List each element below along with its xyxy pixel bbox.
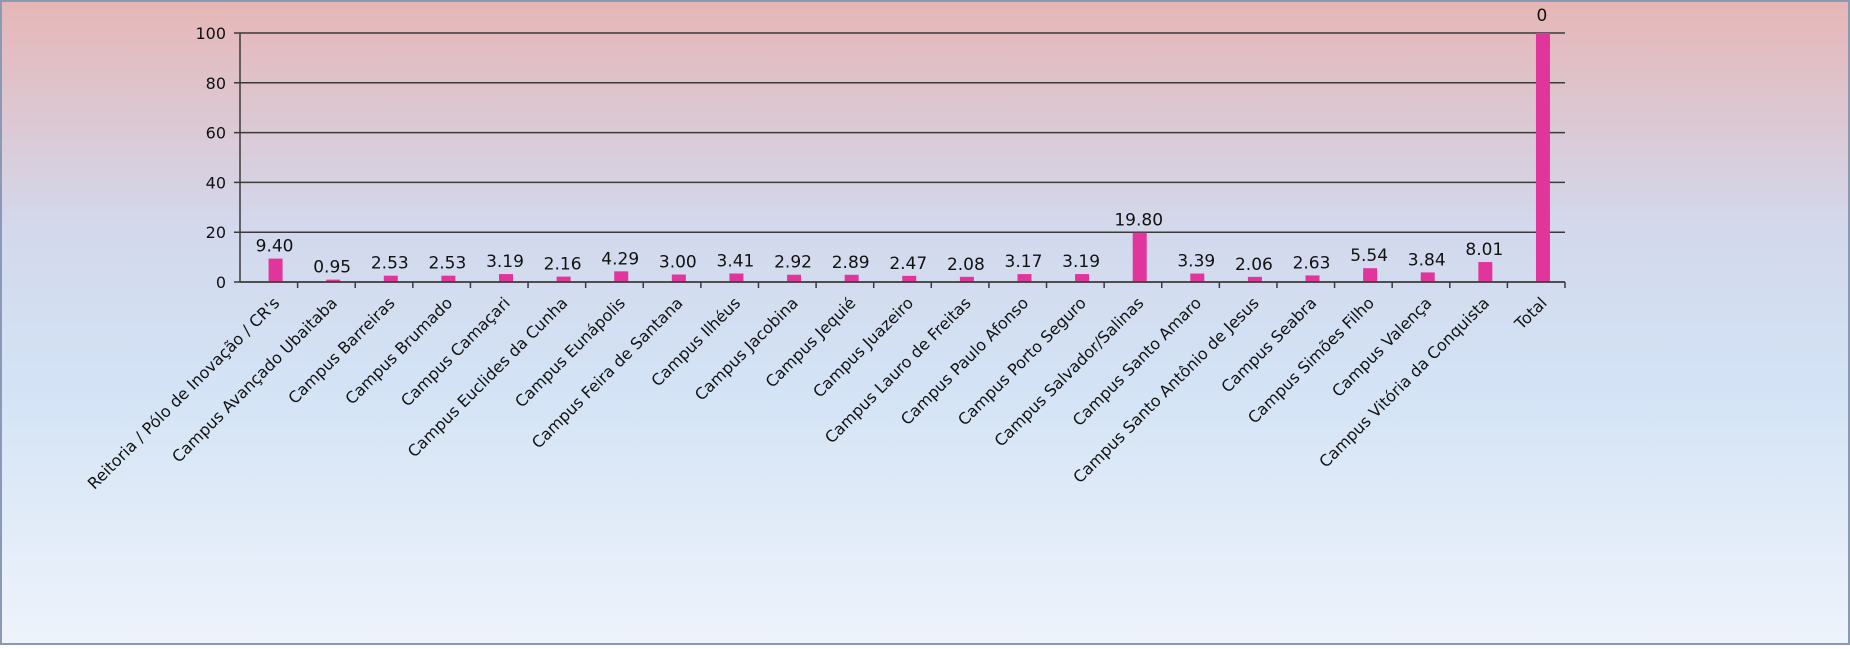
y-tick-label: 80 bbox=[206, 74, 226, 93]
bar bbox=[1075, 274, 1090, 282]
y-tick-label: 20 bbox=[206, 223, 226, 242]
value-label: 3.84 bbox=[1408, 250, 1446, 270]
bar bbox=[959, 276, 974, 282]
value-label: 3.41 bbox=[717, 252, 755, 272]
bar bbox=[1017, 274, 1032, 282]
bar bbox=[1363, 268, 1378, 282]
value-label: 3.17 bbox=[1005, 252, 1043, 272]
bar bbox=[268, 258, 283, 282]
value-label: 2.08 bbox=[947, 255, 985, 275]
bar bbox=[1535, 33, 1550, 282]
value-label: 19.80 bbox=[1114, 211, 1163, 231]
bar bbox=[1420, 272, 1435, 282]
bar bbox=[441, 275, 456, 282]
value-label: 9.40 bbox=[256, 237, 294, 257]
bar bbox=[556, 276, 571, 282]
value-label: 3.19 bbox=[1062, 252, 1100, 272]
bar bbox=[326, 279, 341, 282]
value-label: 2.53 bbox=[428, 254, 466, 274]
value-label: 0.95 bbox=[313, 258, 351, 278]
value-label: 2.63 bbox=[1293, 253, 1331, 273]
bar bbox=[499, 274, 513, 282]
bar bbox=[902, 275, 917, 282]
bar bbox=[614, 271, 629, 282]
y-tick-label: 40 bbox=[206, 173, 226, 192]
value-label: 3.39 bbox=[1177, 252, 1215, 272]
annotation: 0 bbox=[1537, 6, 1548, 26]
value-label: 2.53 bbox=[371, 254, 409, 274]
bar bbox=[1132, 232, 1147, 282]
value-label: 3.19 bbox=[486, 252, 524, 272]
bar bbox=[729, 273, 744, 282]
bar bbox=[844, 274, 859, 282]
value-label: 2.92 bbox=[774, 253, 812, 273]
value-label: 8.01 bbox=[1465, 240, 1503, 260]
value-label: 2.47 bbox=[889, 254, 927, 274]
y-tick-label: 0 bbox=[216, 273, 226, 292]
value-label: 3.00 bbox=[659, 253, 697, 273]
value-label: 2.89 bbox=[832, 253, 870, 273]
value-label: 4.29 bbox=[601, 249, 639, 269]
bar bbox=[383, 275, 398, 282]
bar bbox=[1305, 275, 1320, 282]
bar bbox=[671, 274, 686, 282]
value-label: 2.16 bbox=[544, 255, 582, 275]
bar bbox=[1190, 273, 1205, 282]
bar bbox=[787, 274, 802, 282]
value-label: 5.54 bbox=[1350, 246, 1388, 266]
y-tick-label: 100 bbox=[195, 24, 226, 43]
bar bbox=[1478, 262, 1493, 282]
value-label: 2.06 bbox=[1235, 255, 1273, 275]
bar bbox=[1247, 276, 1262, 282]
y-tick-label: 60 bbox=[206, 124, 226, 143]
